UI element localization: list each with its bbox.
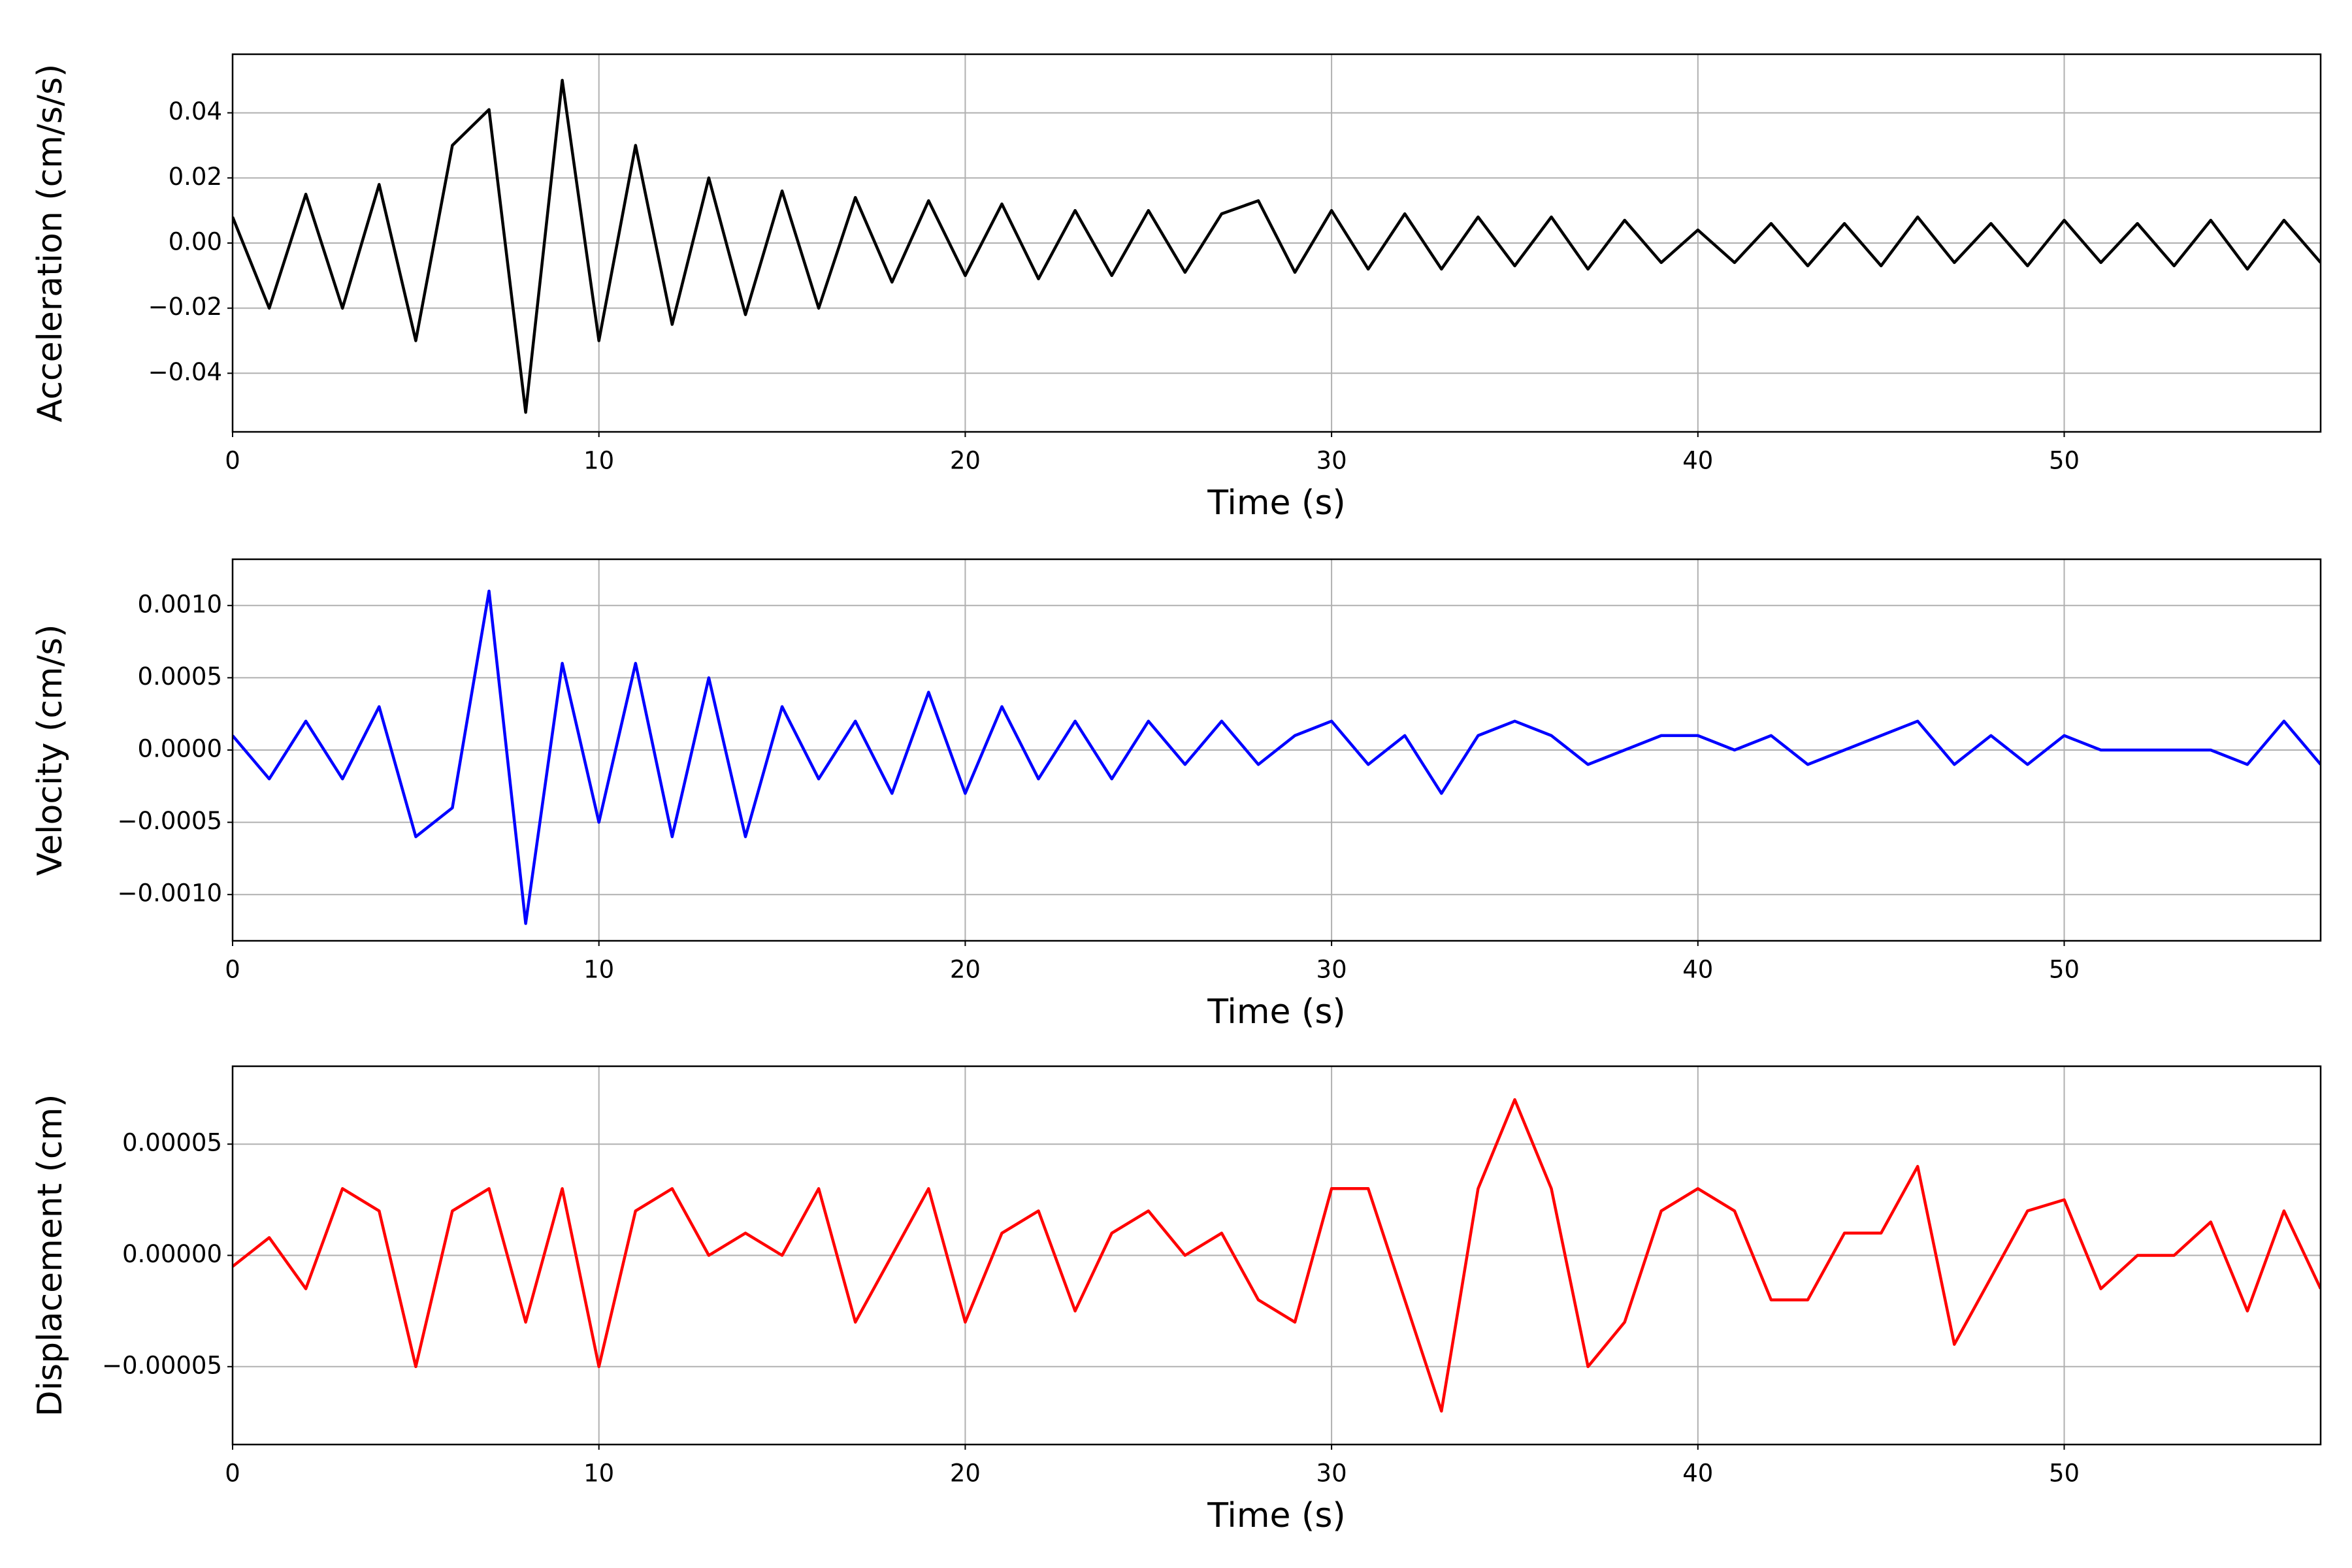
y-tick-label: 0.0000 — [138, 735, 222, 763]
y-tick-label: 0.04 — [169, 97, 222, 125]
x-tick-label: 0 — [225, 447, 240, 475]
y-axis-label: Displacement (cm) — [31, 1094, 70, 1417]
x-tick-label: 10 — [583, 956, 614, 984]
plot-area — [233, 1098, 2321, 1413]
x-tick-label: 40 — [1682, 956, 1713, 984]
y-tick-label: 0.0005 — [138, 662, 222, 691]
x-tick-label: 40 — [1682, 447, 1713, 475]
x-tick-label: 20 — [950, 447, 981, 475]
x-tick-label: 0 — [225, 1460, 240, 1488]
x-tick-label: 0 — [225, 956, 240, 984]
data-line — [233, 1098, 2321, 1413]
x-tick-label: 50 — [2049, 1460, 2080, 1488]
y-tick-label: 0.00005 — [122, 1129, 222, 1157]
y-tick-label: 0.00000 — [122, 1240, 222, 1268]
x-axis-label: Time (s) — [1207, 483, 1345, 523]
x-tick-label: 30 — [1316, 1460, 1347, 1488]
y-tick-label: −0.0005 — [118, 807, 222, 835]
y-tick-label: 0.02 — [169, 163, 222, 191]
plot-area — [233, 589, 2321, 925]
x-tick-label: 20 — [950, 956, 981, 984]
x-tick-label: 10 — [583, 1460, 614, 1488]
y-tick-label: −0.02 — [148, 293, 222, 321]
x-tick-label: 50 — [2049, 956, 2080, 984]
y-axis-label: Velocity (cm/s) — [31, 625, 70, 876]
y-tick-label: −0.0010 — [118, 879, 222, 907]
axes-frame — [231, 558, 2322, 942]
y-tick-label: −0.00005 — [102, 1351, 222, 1379]
x-tick-label: 20 — [950, 1460, 981, 1488]
x-tick-label: 30 — [1316, 956, 1347, 984]
x-axis-label: Time (s) — [1207, 1496, 1345, 1535]
axes-frame — [231, 1065, 2322, 1446]
x-axis-label: Time (s) — [1207, 992, 1345, 1032]
plot-area — [233, 78, 2321, 414]
y-tick-label: 0.00 — [169, 228, 222, 256]
y-tick-label: −0.04 — [148, 358, 222, 386]
y-tick-label: 0.0010 — [138, 590, 222, 618]
x-tick-label: 40 — [1682, 1460, 1713, 1488]
x-tick-label: 50 — [2049, 447, 2080, 475]
x-tick-label: 10 — [583, 447, 614, 475]
y-axis-label: Acceleration (cm/s/s) — [31, 64, 70, 423]
data-line — [233, 78, 2321, 414]
x-tick-label: 30 — [1316, 447, 1347, 475]
axes-frame — [231, 53, 2322, 433]
data-line — [233, 589, 2321, 925]
